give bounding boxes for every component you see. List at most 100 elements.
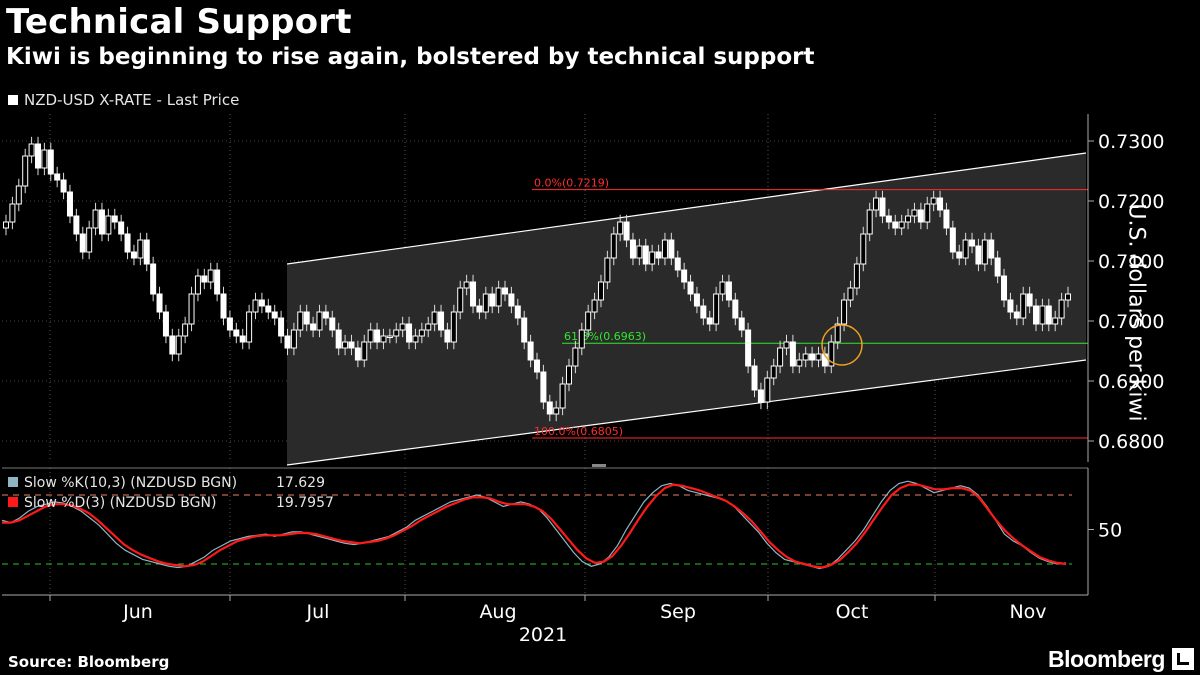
candle-body [546, 401, 553, 415]
candle-body [994, 257, 1001, 277]
candle-body [757, 389, 764, 403]
candle-body [399, 323, 406, 331]
candle-body [796, 359, 803, 367]
candle-body [642, 245, 649, 265]
price-tick-label: 0.7100 [1098, 251, 1164, 273]
candle-body [412, 335, 419, 343]
candle-body [866, 209, 873, 235]
candle-body [54, 173, 61, 181]
legend-swatch [8, 95, 18, 105]
candle-body [290, 329, 297, 349]
candle-body [604, 257, 611, 283]
candle-body [431, 311, 438, 325]
candle-body [853, 263, 860, 289]
candle-body [738, 317, 745, 331]
candle-body [182, 323, 189, 337]
candle-body [873, 197, 880, 211]
candle-body [476, 305, 483, 313]
candle-body [482, 293, 489, 313]
candle-body [911, 209, 918, 217]
candle-body [463, 281, 470, 289]
candle-body [380, 335, 387, 343]
month-label: Oct [836, 601, 869, 623]
candle-body [559, 383, 566, 409]
candle-body [214, 269, 221, 295]
bloomberg-logo: Bloomberg [1048, 646, 1165, 672]
candle-body [60, 179, 67, 193]
candlesticks [3, 136, 1071, 422]
candle-body [521, 317, 528, 343]
candle-body [406, 323, 413, 343]
candle-body [661, 239, 668, 259]
candle-body [815, 353, 822, 361]
chart-title: Technical Support [6, 2, 352, 42]
candle-body [367, 329, 374, 343]
candle-body [137, 239, 144, 259]
candle-body [969, 239, 976, 247]
channel-upper-line [286, 152, 1087, 265]
candle-body [297, 311, 304, 331]
candle-body [1058, 299, 1065, 319]
candle-body [194, 275, 201, 295]
candle-body [86, 227, 93, 253]
stochastic-panel: 50 Slow %K(10,3) (NZDUSD BGN) 17.629 Slow %… [1, 464, 1122, 595]
candle-body [34, 143, 41, 169]
price-tick-label: 0.7200 [1098, 191, 1164, 213]
candle-body [591, 299, 598, 313]
candle-body [393, 329, 400, 337]
candle-body [962, 239, 969, 259]
candle-body [610, 233, 617, 259]
candle-body [457, 287, 464, 313]
month-label: Nov [1009, 601, 1046, 623]
candle-body [770, 365, 777, 379]
candle-body [585, 311, 592, 331]
candle-body [713, 293, 720, 325]
channel-lower-line [286, 359, 1087, 466]
y-axis-label: U.S. dollars per kiwi [1123, 203, 1149, 422]
candle-body [668, 239, 675, 259]
candle-body [534, 359, 540, 373]
year-label: 2021 [519, 624, 567, 646]
candle-body [809, 353, 816, 361]
candle-body [386, 335, 393, 338]
candle-body [693, 293, 700, 307]
candle-body [361, 341, 368, 361]
candle-body [98, 209, 105, 235]
candle-body [578, 329, 585, 349]
highlight-circle [821, 324, 863, 366]
candle-body [66, 191, 73, 217]
candle-body [527, 341, 534, 361]
candle-body [937, 197, 944, 211]
candle-body [725, 281, 732, 301]
candle-body [425, 323, 432, 331]
candle-body [623, 221, 630, 241]
candle-body [860, 233, 867, 265]
candle-body [239, 335, 246, 343]
candle-body [514, 305, 521, 319]
candle-body [316, 311, 323, 331]
candle-body [981, 239, 988, 265]
candle-body [9, 203, 16, 223]
candle-body [150, 263, 157, 295]
candle-body [162, 311, 169, 337]
slow-d-line [2, 483, 1067, 569]
price-axis: 0.7300 0.7200 0.7100 0.7000 0.6900 0.6800 [1087, 114, 1164, 462]
candle-body [156, 293, 163, 313]
candle-body [629, 239, 636, 259]
price-tick-label: 0.6900 [1098, 371, 1164, 393]
candle-body [348, 341, 355, 349]
candle-body [949, 227, 956, 253]
candle-body [508, 293, 515, 307]
trend-channel [286, 152, 1087, 466]
candle-body [28, 143, 35, 157]
candle-body [92, 209, 99, 229]
candle-body [930, 197, 937, 205]
candle-body [565, 365, 572, 385]
candle-body [47, 149, 54, 175]
candle-body [175, 335, 182, 355]
candle-body [1045, 305, 1052, 325]
candle-body [278, 317, 285, 337]
candle-body [303, 311, 310, 325]
candle-body [233, 329, 240, 337]
